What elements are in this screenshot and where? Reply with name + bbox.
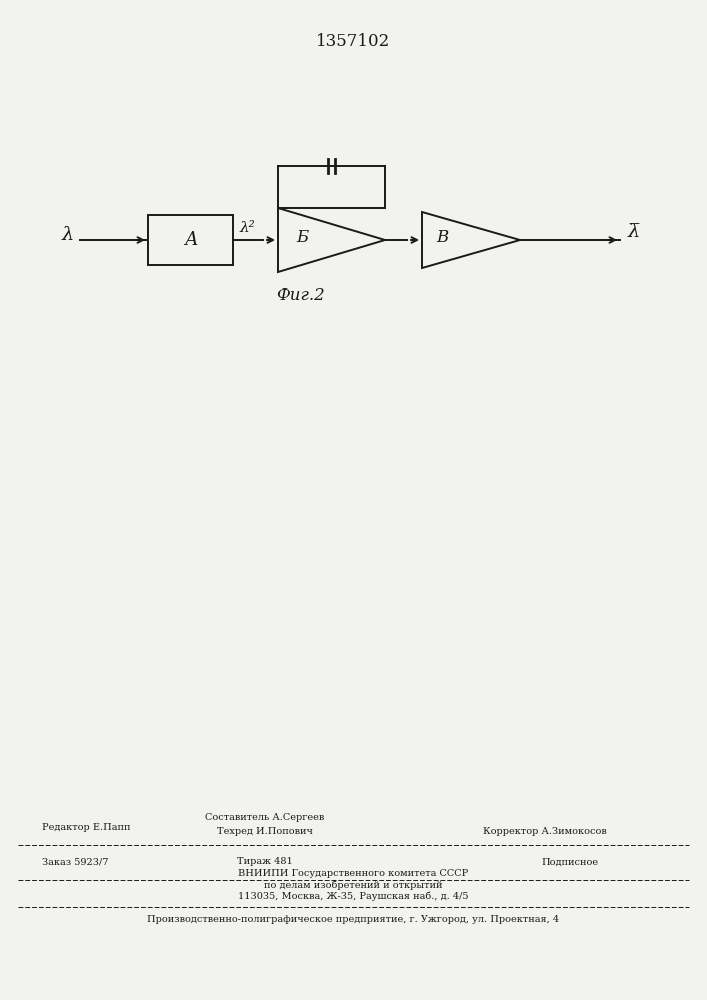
Text: Б: Б bbox=[296, 230, 308, 246]
Text: А: А bbox=[184, 231, 197, 249]
Text: Заказ 5923/7: Заказ 5923/7 bbox=[42, 857, 108, 866]
Text: Составитель А.Сергеев: Составитель А.Сергеев bbox=[205, 814, 325, 822]
Text: Тираж 481: Тираж 481 bbox=[237, 857, 293, 866]
Text: В: В bbox=[436, 230, 448, 246]
Text: λ̅: λ̅ bbox=[628, 223, 640, 241]
Text: ВНИИПИ Государственного комитета СССР: ВНИИПИ Государственного комитета СССР bbox=[238, 869, 468, 879]
Text: по делам изобретений и открытий: по делам изобретений и открытий bbox=[264, 880, 443, 890]
Text: Техред И.Попович: Техред И.Попович bbox=[217, 826, 313, 836]
Text: 1357102: 1357102 bbox=[316, 33, 390, 50]
Polygon shape bbox=[278, 208, 385, 272]
Polygon shape bbox=[422, 212, 520, 268]
Text: Фиг.2: Фиг.2 bbox=[276, 286, 325, 304]
Text: λ: λ bbox=[62, 226, 74, 244]
Text: Производственно-полиграфическое предприятие, г. Ужгород, ул. Проектная, 4: Производственно-полиграфическое предприя… bbox=[147, 916, 559, 924]
Text: λ²: λ² bbox=[239, 221, 255, 235]
Text: Корректор А.Зимокосов: Корректор А.Зимокосов bbox=[483, 826, 607, 836]
Text: Подписное: Подписное bbox=[542, 857, 599, 866]
Text: 113035, Москва, Ж-35, Раушская наб., д. 4/5: 113035, Москва, Ж-35, Раушская наб., д. … bbox=[238, 891, 468, 901]
Bar bbox=[148, 215, 233, 265]
Text: Редактор Е.Папп: Редактор Е.Папп bbox=[42, 824, 131, 832]
